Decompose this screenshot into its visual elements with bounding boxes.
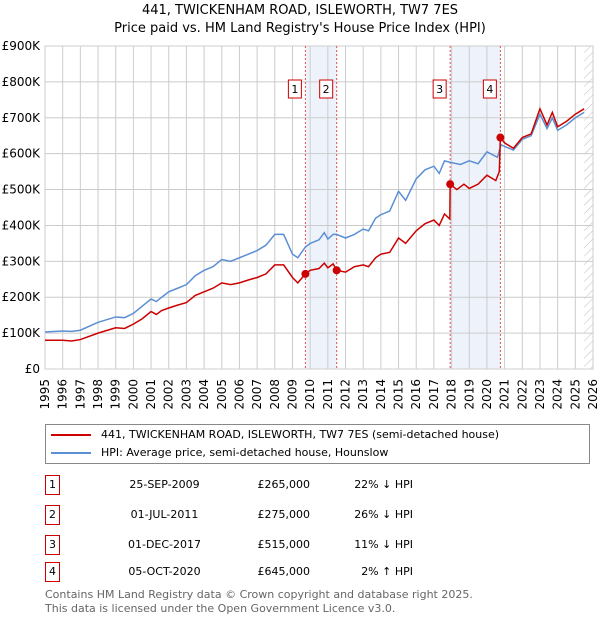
transaction-date: 01-JUL-2011 xyxy=(130,508,199,521)
legend-item-hpi: HPI: Average price, semi-detached house,… xyxy=(51,445,388,461)
chart-subtitle: Price paid vs. HM Land Registry's House … xyxy=(114,21,486,36)
x-tick-label: 2026 xyxy=(586,379,600,410)
transaction-price: £275,000 xyxy=(257,508,311,521)
legend-label-hpi: HPI: Average price, semi-detached house,… xyxy=(101,446,389,459)
footer-licence: This data is licensed under the Open Gov… xyxy=(45,602,396,615)
footer: Contains HM Land Registry data © Crown c… xyxy=(45,588,473,616)
sale-label-box xyxy=(287,79,302,99)
transaction-date: 05-OCT-2020 xyxy=(128,565,201,578)
series-line xyxy=(44,111,585,333)
x-tick-label: 2022 xyxy=(515,379,529,410)
sale-label-number: 4 xyxy=(486,83,493,96)
transaction-marker: 1 xyxy=(45,475,60,495)
y-tick-label: £200K xyxy=(2,290,42,304)
price-chart: 1995 1996 1997 1998 1999 2000 2001 2002 2003 2004… xyxy=(2,39,600,410)
sale-label-box xyxy=(319,79,334,99)
y-tick-label: £500K xyxy=(2,183,42,197)
x-tick-label: 2014 xyxy=(374,379,388,410)
x-tick-label: 2002 xyxy=(162,379,176,410)
x-tick-label: 2012 xyxy=(339,379,353,410)
transaction-marker: 4 xyxy=(45,562,60,582)
sale-period-shade xyxy=(450,46,501,369)
x-tick-label: 2017 xyxy=(427,379,441,410)
x-tick-label: 1999 xyxy=(109,379,123,410)
x-tick-label: 2000 xyxy=(126,379,140,410)
sale-label-box xyxy=(432,79,447,99)
transaction-marker: 3 xyxy=(45,535,60,555)
transaction-hpi-diff: 2% ↑ HPI xyxy=(361,565,413,578)
x-tick-label: 2019 xyxy=(462,379,476,410)
series-line xyxy=(45,106,585,342)
x-tick-label: 2011 xyxy=(321,379,335,410)
forecast-hatch xyxy=(584,46,593,369)
x-tick-label: 2005 xyxy=(215,379,229,410)
x-tick-label: 2013 xyxy=(356,379,370,410)
x-tick-label: 2010 xyxy=(303,379,317,410)
y-tick-label: £900K xyxy=(2,39,42,53)
x-tick-label: 2004 xyxy=(197,379,211,410)
transaction-date: 25-SEP-2009 xyxy=(129,478,200,491)
x-tick-label: 2001 xyxy=(144,379,158,410)
x-tick-label: 2009 xyxy=(285,379,299,410)
y-tick-label: £600K xyxy=(2,147,42,161)
transaction-price: £645,000 xyxy=(257,565,311,578)
x-tick-label: 1998 xyxy=(91,379,105,410)
sale-label-number: 1 xyxy=(291,83,298,96)
transaction-row: 4 05-OCT-2020 £645,000 2% ↑ HPI xyxy=(45,562,445,582)
sale-label-box xyxy=(482,79,497,99)
sale-point xyxy=(332,266,341,275)
x-tick-label: 2008 xyxy=(268,379,282,410)
x-tick-label: 2024 xyxy=(551,379,565,410)
x-tick-label: 2018 xyxy=(445,379,459,410)
x-tick-label: 2020 xyxy=(480,379,494,410)
transaction-price: £265,000 xyxy=(257,478,311,491)
x-tick-label: 2021 xyxy=(498,379,512,410)
sale-point xyxy=(301,269,310,278)
transaction-marker: 2 xyxy=(45,505,60,525)
y-tick-label: £100K xyxy=(2,326,42,340)
x-tick-label: 2023 xyxy=(533,379,547,410)
transaction-hpi-diff: 22% ↓ HPI xyxy=(354,478,413,491)
x-tick-label: 2025 xyxy=(568,379,582,410)
transaction-hpi-diff: 26% ↓ HPI xyxy=(354,508,413,521)
legend-line-property xyxy=(51,434,91,436)
x-tick-label: 1995 xyxy=(38,379,52,410)
transaction-row: 2 01-JUL-2011 £275,000 26% ↓ HPI xyxy=(45,505,445,525)
x-tick-label: 2015 xyxy=(392,379,406,410)
x-tick-label: 1996 xyxy=(56,379,70,410)
chart-title: 441, TWICKENHAM ROAD, ISLEWORTH, TW7 7ES xyxy=(141,3,459,18)
x-tick-label: 2007 xyxy=(250,379,264,410)
transaction-row: 1 25-SEP-2009 £265,000 22% ↓ HPI xyxy=(45,475,445,495)
footer-copyright: Contains HM Land Registry data © Crown c… xyxy=(45,588,473,601)
legend-label-property: 441, TWICKENHAM ROAD, ISLEWORTH, TW7 7ES… xyxy=(101,428,500,441)
sale-point xyxy=(496,133,505,142)
transaction-date: 01-DEC-2017 xyxy=(127,538,202,551)
transaction-hpi-diff: 11% ↓ HPI xyxy=(354,538,413,551)
y-tick-label: £300K xyxy=(2,254,42,268)
legend-item-property: 441, TWICKENHAM ROAD, ISLEWORTH, TW7 7ES… xyxy=(51,427,499,443)
x-tick-label: 2016 xyxy=(409,379,423,410)
x-tick-label: 2006 xyxy=(232,379,246,410)
sale-label-number: 3 xyxy=(436,83,443,96)
x-tick-label: 2003 xyxy=(179,379,193,410)
sale-point xyxy=(446,180,455,189)
sale-label-number: 2 xyxy=(323,83,330,96)
legend-line-hpi xyxy=(51,452,91,454)
y-tick-label: £0 xyxy=(25,362,40,376)
x-tick-label: 1997 xyxy=(73,379,87,410)
plot-border xyxy=(44,45,594,370)
y-tick-label: £400K xyxy=(2,218,42,232)
y-tick-label: £800K xyxy=(2,75,42,89)
y-tick-label: £700K xyxy=(2,111,42,125)
transaction-price: £515,000 xyxy=(257,538,311,551)
legend: 441, TWICKENHAM ROAD, ISLEWORTH, TW7 7ES… xyxy=(45,424,590,464)
transaction-row: 3 01-DEC-2017 £515,000 11% ↓ HPI xyxy=(45,535,445,555)
